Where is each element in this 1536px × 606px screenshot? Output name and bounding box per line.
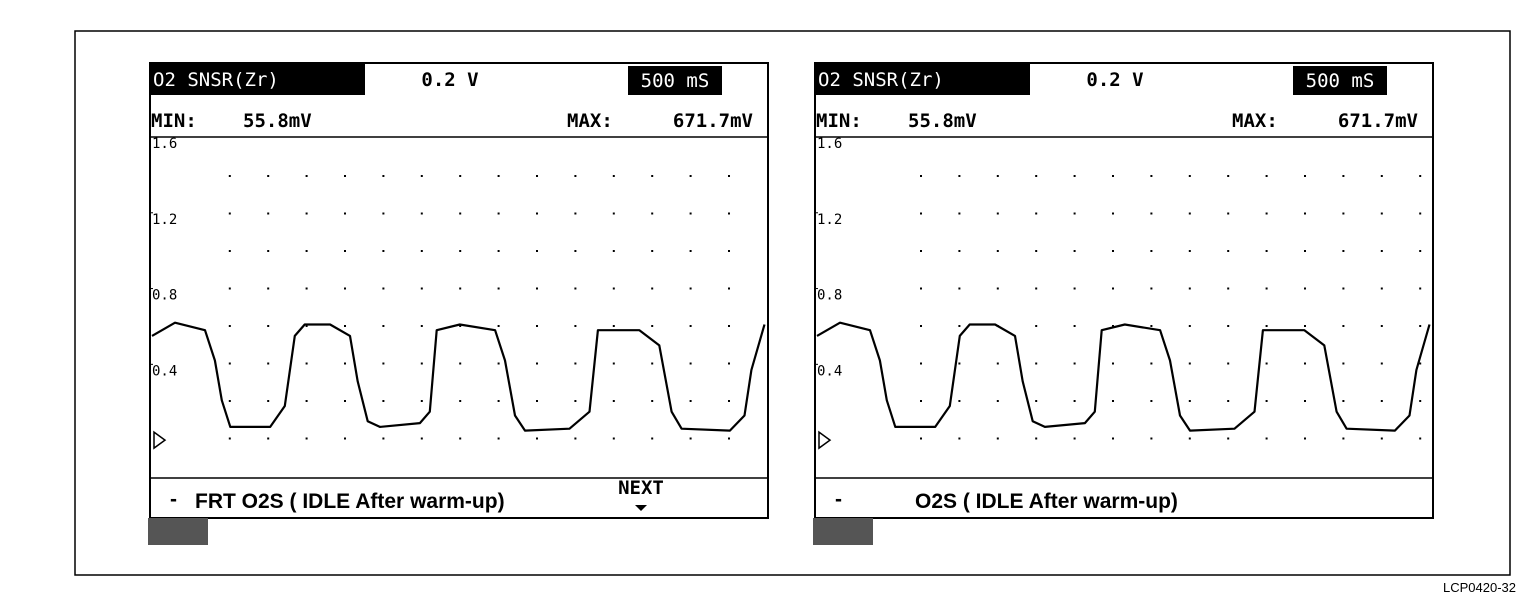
max-value: 671.7mV [673,110,753,132]
caption: O2S ( IDLE After warm-up) [915,490,1178,513]
y-tick-label: 1.6 [152,136,177,152]
waveform [151,321,766,432]
dot-grid [226,170,764,473]
channel-box [815,63,1030,95]
caption-mark: - [170,488,177,511]
min-value: 55.8mV [243,110,312,132]
y-tick-label: 1.2 [152,212,177,228]
y-tick-label: 1.6 [817,136,842,152]
volt-scale: 0.2 V [421,69,478,91]
y-tick-label: 0.4 [817,363,842,379]
timebase: 500 mS [641,70,710,92]
screen [814,62,1434,519]
timebase: 500 mS [1306,70,1375,92]
volt-scale: 0.2 V [1086,69,1143,91]
channel-box [150,63,365,95]
channel: O2 SNSR(Zr) [153,69,279,91]
caption-mark: - [835,488,842,511]
soft-key [148,518,208,545]
soft-key [813,518,873,545]
zero-marker [153,430,167,450]
y-tick-label: 0.8 [817,288,842,304]
channel: O2 SNSR(Zr) [818,69,944,91]
outer-frame [74,30,1511,576]
timebase-box [628,66,722,95]
min-label: MIN: [816,110,862,132]
max-label: MAX: [567,110,613,132]
y-tick-label: 0.8 [152,288,177,304]
timebase-box [1293,66,1387,95]
dot-grid [891,170,1429,473]
screen [149,62,769,519]
next-label: NEXT [618,477,664,499]
y-tick-label: 1.2 [817,212,842,228]
caption: FRT O2S ( IDLE After warm-up) [195,490,505,513]
zero-marker [818,430,832,450]
y-tick-label: 0.4 [152,363,177,379]
next-arrow [635,505,647,511]
max-label: MAX: [1232,110,1278,132]
waveform [816,321,1431,432]
max-value: 671.7mV [1338,110,1418,132]
min-value: 55.8mV [908,110,977,132]
figure-code: LCP0420-32 [1443,580,1516,595]
min-label: MIN: [151,110,197,132]
